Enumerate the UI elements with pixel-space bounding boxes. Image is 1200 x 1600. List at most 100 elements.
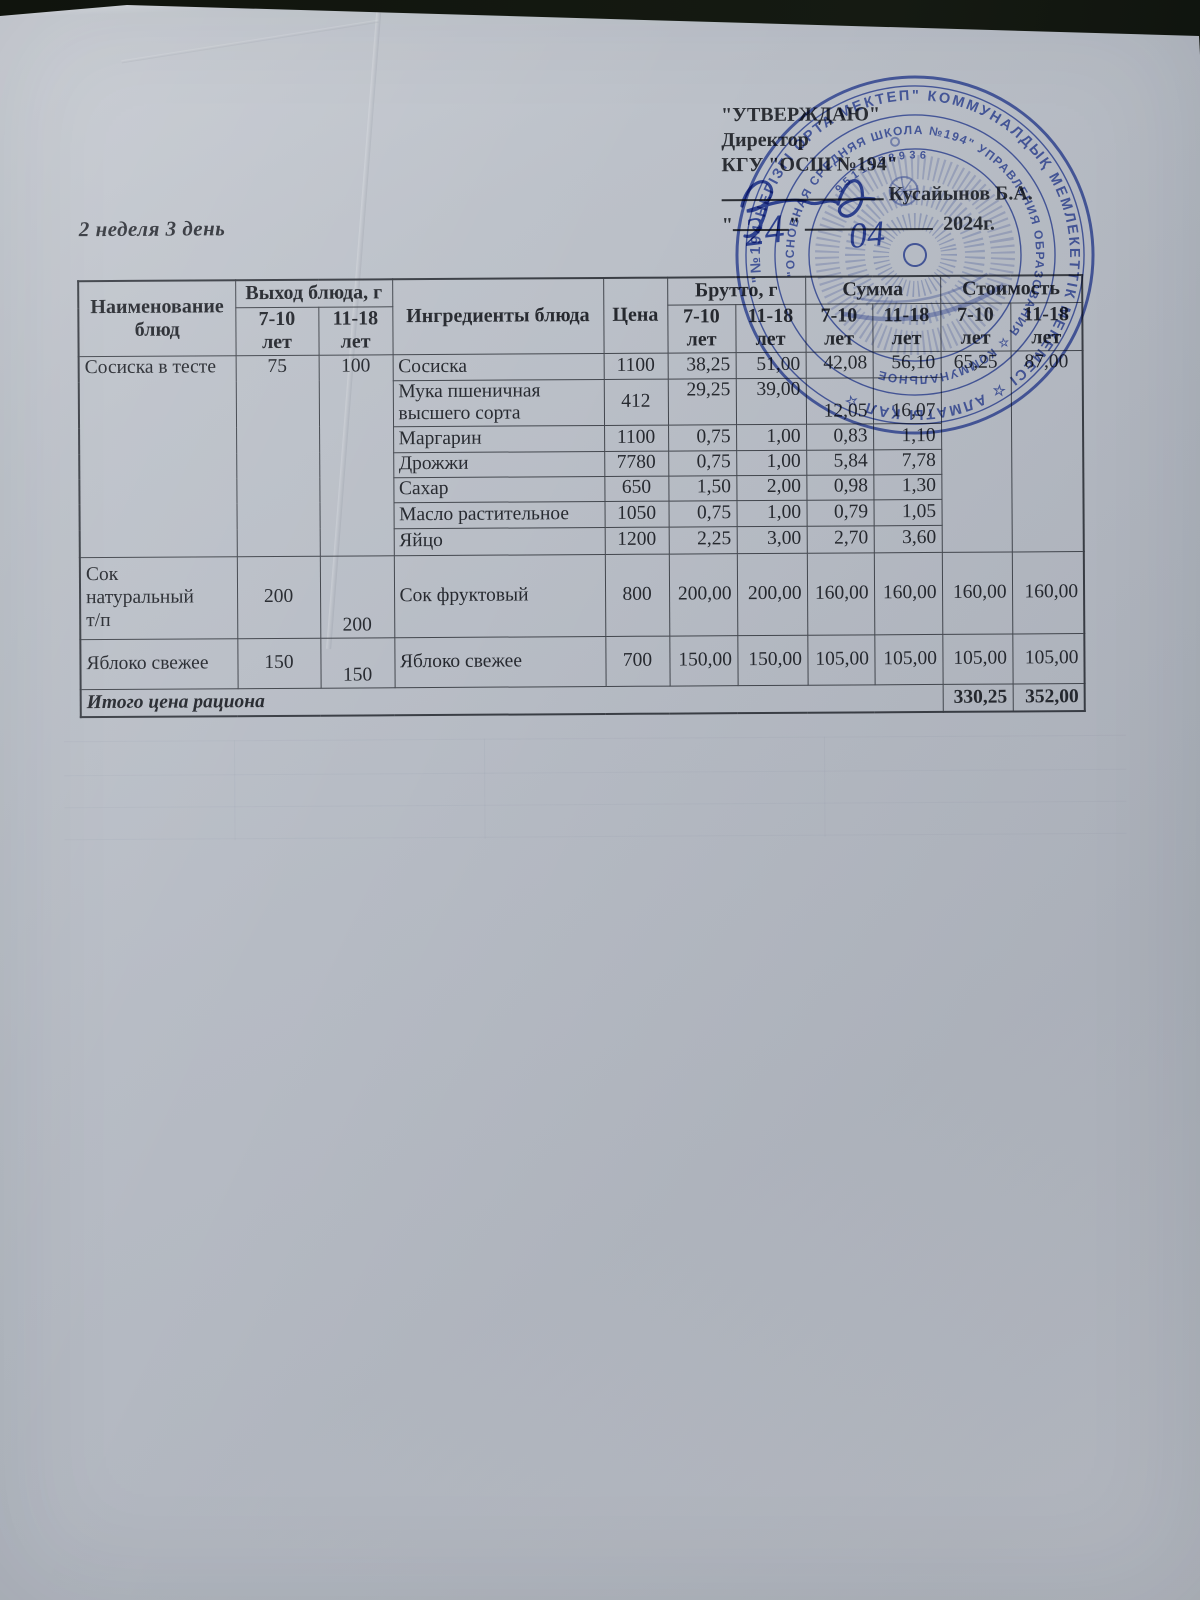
dish-cell: Сосиска в тесте xyxy=(78,355,237,558)
ingredient-cell: Масло растительное xyxy=(393,501,605,529)
bleed-through-ghost xyxy=(63,734,1127,841)
signature-line xyxy=(721,183,884,202)
summa-cell: 16,07 xyxy=(872,376,942,424)
summa-cell: 5,84 xyxy=(806,449,874,475)
summa-cell: 1,30 xyxy=(873,474,942,500)
header-cell-age: 7-10 лет xyxy=(235,306,319,356)
brutto-cell: 0,75 xyxy=(668,424,737,451)
summa-cell: 56,10 xyxy=(872,350,941,378)
header-cell-price: Цена xyxy=(603,277,668,353)
cost-cell: 160,00 xyxy=(941,551,1013,635)
summa-cell: 0,83 xyxy=(806,423,874,450)
summa-cell: 160,00 xyxy=(873,552,943,635)
brutto-cell: 3,00 xyxy=(736,525,807,554)
brutto-cell: 51,00 xyxy=(735,351,806,379)
output-cell: 100 xyxy=(318,354,394,556)
price-cell: 650 xyxy=(604,475,669,502)
summa-cell: 1,10 xyxy=(873,423,942,450)
ingredient-cell: Маргарин xyxy=(393,425,605,453)
summa-cell: 0,98 xyxy=(806,474,874,500)
dish-cell: Сок натуральный т/п xyxy=(79,556,238,640)
price-cell: 800 xyxy=(604,553,670,637)
summa-cell: 160,00 xyxy=(806,552,875,635)
summa-cell: 7,78 xyxy=(873,449,942,475)
cost-cell: 87,00 xyxy=(1010,350,1084,552)
header-cell-dish: Наименование блюд xyxy=(78,280,236,357)
header-cell-age: 7-10 лет xyxy=(667,304,736,353)
price-cell: 1100 xyxy=(603,352,668,379)
week-day-label: 2 неделя 3 день xyxy=(78,216,226,242)
output-cell: 150 xyxy=(320,637,395,688)
signer-name: Кусайынов Б.А. xyxy=(888,182,1033,206)
price-cell: 1050 xyxy=(604,500,669,528)
price-cell: 1200 xyxy=(604,526,669,555)
summa-cell: 42,08 xyxy=(805,351,873,378)
output-cell: 75 xyxy=(235,354,320,557)
ingredient-cell: Дрожжи xyxy=(393,451,605,478)
brutto-cell: 39,00 xyxy=(735,377,807,425)
approval-block: "УТВЕРЖДАЮ" Директор КГУ "ОСШ №194" Куса… xyxy=(721,101,1082,239)
signature-row: Кусайынов Б.А. xyxy=(721,181,1082,209)
brutto-cell: 29,25 xyxy=(667,378,737,425)
close-quote: " xyxy=(788,213,801,236)
summa-cell: 0,79 xyxy=(806,499,874,526)
header-cell-ingredients: Ингредиенты блюда xyxy=(392,277,604,355)
summa-cell: 105,00 xyxy=(807,634,875,685)
date-day-line xyxy=(732,213,789,232)
output-cell: 150 xyxy=(237,637,321,689)
date-row: " " 2024г. xyxy=(722,211,1082,239)
cost-cell: 105,00 xyxy=(942,633,1013,685)
price-cell: 1100 xyxy=(604,424,669,452)
brutto-cell: 150,00 xyxy=(669,635,738,686)
header-cell-age: 11-18 лет xyxy=(872,302,941,352)
ingredient-cell: Мука пшеничная высшего сорта xyxy=(392,378,605,427)
cost-cell: 160,00 xyxy=(1011,551,1085,634)
approval-role: Директор xyxy=(721,128,809,152)
ingredient-cell: Сосиска xyxy=(392,352,604,381)
header-cell-age: 7-10 лет xyxy=(805,303,873,352)
price-cell: 700 xyxy=(605,635,670,687)
summa-cell: 2,70 xyxy=(806,525,874,553)
dish-cell: Яблоко свежее xyxy=(80,638,238,690)
ingredient-cell: Сахар xyxy=(393,476,605,503)
open-quote: " xyxy=(721,214,733,237)
header-cell-age: 11-18 лет xyxy=(735,303,806,353)
approval-org: КГУ "ОСШ №194" xyxy=(721,153,898,177)
summa-cell: 105,00 xyxy=(874,634,943,685)
date-year: 2024г. xyxy=(942,212,995,235)
brutto-cell: 1,00 xyxy=(736,449,807,476)
brutto-cell: 1,00 xyxy=(736,499,807,527)
header-cell-age: 11-18 лет xyxy=(318,306,393,355)
brutto-cell: 1,00 xyxy=(736,423,807,451)
brutto-cell: 1,50 xyxy=(668,475,737,501)
summa-cell: 1,05 xyxy=(873,499,942,526)
total-value-cell: 352,00 xyxy=(1012,683,1085,712)
date-month-line xyxy=(804,212,934,231)
brutto-cell: 38,25 xyxy=(667,352,736,379)
total-value-cell: 330,25 xyxy=(942,683,1013,713)
brutto-cell: 0,75 xyxy=(668,450,737,476)
brutto-cell: 200,00 xyxy=(736,552,808,636)
cost-cell: 105,00 xyxy=(1012,633,1085,684)
header-cell-age: 7-10 лет xyxy=(940,302,1011,351)
brutto-cell: 0,75 xyxy=(668,500,737,527)
menu-table: Наименование блюд Выход блюда, г Ингреди… xyxy=(77,274,1086,719)
summa-cell: 3,60 xyxy=(873,525,942,553)
price-cell: 412 xyxy=(603,378,669,426)
output-cell: 200 xyxy=(236,555,321,639)
summa-cell: 12,05 xyxy=(805,377,874,424)
brutto-cell: 2,25 xyxy=(668,526,737,554)
approval-title: "УТВЕРЖДАЮ" xyxy=(721,103,881,127)
ingredient-cell: Яблоко свежее xyxy=(394,636,606,688)
header-cell-output: Выход блюда, г xyxy=(235,279,393,308)
output-cell: 200 xyxy=(319,555,395,638)
total-label-cell: Итого цена рациона xyxy=(80,684,943,718)
header-cell-brutto: Брутто, г xyxy=(667,276,806,305)
header-cell-summa: Сумма xyxy=(805,275,941,304)
price-cell: 7780 xyxy=(604,450,669,477)
brutto-cell: 2,00 xyxy=(736,474,807,501)
brutto-cell: 200,00 xyxy=(668,553,738,636)
